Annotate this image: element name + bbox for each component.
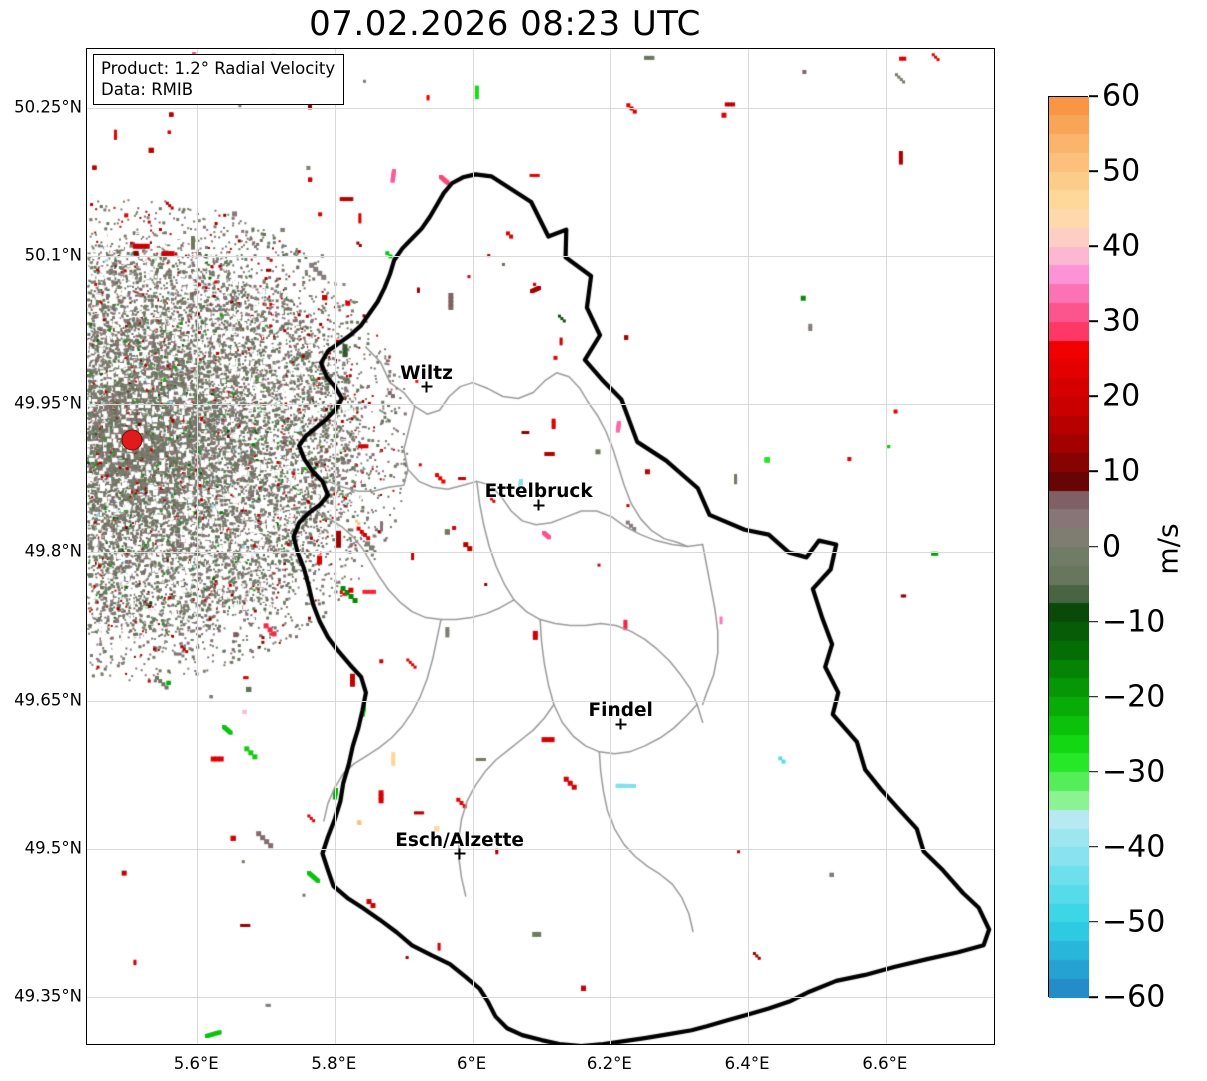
city-marker [454, 848, 466, 859]
colorbar-tick-label: 10 [1102, 453, 1141, 489]
longitude-tick-label: 6°E [457, 1054, 487, 1073]
colorbar-tick [1089, 921, 1098, 923]
colorbar-tick [1089, 245, 1098, 247]
latitude-tick-label: 50.25°N [14, 97, 82, 117]
city-label: Findel [588, 700, 653, 722]
latitude-tick-label: 49.5°N [24, 838, 82, 858]
colorbar-tick-label: −60 [1102, 979, 1166, 1015]
colorbar-tick-label: −30 [1102, 754, 1166, 790]
gridline-vertical [610, 49, 612, 1044]
city-marker [421, 381, 432, 393]
radar-site-marker [121, 429, 143, 451]
gridline-horizontal [87, 700, 994, 702]
gridline-horizontal [87, 256, 994, 258]
gridline-vertical [472, 49, 474, 1044]
colorbar-tick [1089, 395, 1098, 398]
colorbar-tick [1089, 170, 1098, 172]
city-marker [615, 718, 627, 730]
colorbar-tick [1089, 771, 1098, 773]
legend-box: Product: 1.2° Radial Velocity Data: RMIB [93, 54, 345, 105]
colorbar-tick-label: 20 [1102, 378, 1141, 414]
colorbar-tick-label: 60 [1102, 78, 1141, 114]
colorbar-tick [1089, 695, 1098, 698]
colorbar-tick [1089, 620, 1098, 623]
longitude-tick-label: 5.8°E [311, 1054, 357, 1073]
colorbar-tick-label: 50 [1102, 153, 1141, 189]
latitude-tick-label: 49.8°N [24, 541, 82, 561]
colorbar-tick [1089, 95, 1098, 97]
page-title: 07.02.2026 08:23 UTC [309, 4, 701, 44]
colorbar-tick-label: −40 [1102, 829, 1166, 865]
gridline-horizontal [87, 848, 994, 850]
gridline-horizontal [87, 996, 994, 998]
colorbar-tick [1089, 470, 1098, 473]
longitude-tick-label: 6.6°E [862, 1054, 908, 1073]
colorbar-tick-label: −20 [1102, 679, 1166, 715]
legend-product: Product: 1.2° Radial Velocity [101, 59, 336, 78]
city-label: Wiltz [400, 362, 453, 384]
gridline-vertical [197, 49, 199, 1044]
gridline-horizontal [87, 108, 994, 110]
colorbar-tick [1089, 320, 1098, 323]
longitude-tick-label: 6.4°E [724, 1054, 770, 1073]
colorbar-tick-label: 0 [1102, 529, 1122, 564]
colorbar-tick [1089, 846, 1098, 848]
latitude-tick-label: 49.35°N [14, 986, 82, 1006]
gridline-vertical [885, 49, 887, 1044]
colorbar-tick-label: −10 [1102, 604, 1166, 640]
colorbar-tick-label: 30 [1102, 303, 1141, 339]
city-label: Ettelbruck [484, 481, 593, 503]
colorbar-tick [1089, 545, 1098, 548]
latitude-tick-label: 49.65°N [14, 690, 82, 709]
radar-map-plot[interactable]: Wiltz Ettelbruck Findel Esch/Alzette Produc… [86, 48, 995, 1045]
latitude-tick-label: 49.95°N [14, 393, 82, 413]
gridline-vertical [748, 49, 750, 1044]
city-marker [533, 499, 545, 511]
colorbar-tick-label: 40 [1102, 228, 1141, 264]
longitude-tick-label: 5.6°E [173, 1054, 219, 1073]
latitude-tick-label: 50.1°N [24, 245, 82, 265]
gridline-vertical [334, 49, 336, 1044]
colorbar-tick [1089, 996, 1098, 998]
gridline-horizontal [87, 404, 994, 406]
colorbar-unit-label: m/s [1151, 523, 1185, 575]
gridline-horizontal [87, 552, 994, 554]
longitude-tick-label: 6.2°E [586, 1054, 632, 1073]
city-label: Esch/Alzette [395, 829, 524, 851]
radar-echo-canvas [87, 49, 994, 1044]
colorbar [1048, 96, 1089, 998]
legend-data-source: Data: RMIB [101, 80, 194, 99]
colorbar-gradient [1049, 97, 1089, 998]
colorbar-tick-label: −50 [1102, 904, 1166, 940]
